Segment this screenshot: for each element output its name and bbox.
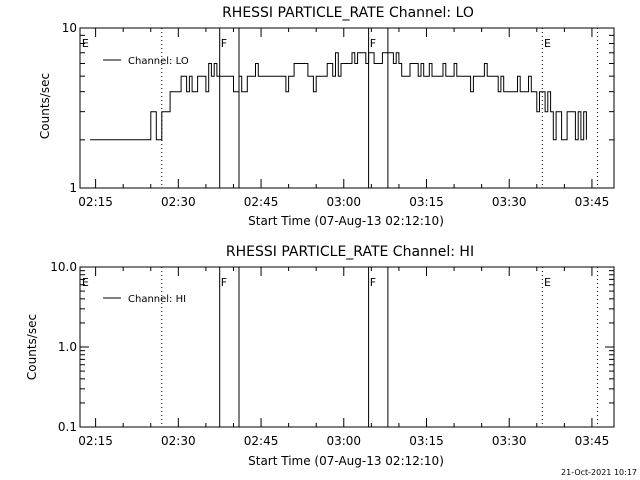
- x-tick-label: 02:15: [78, 195, 113, 209]
- x-tick-label: 03:45: [575, 434, 610, 448]
- event-marker-label: E: [544, 276, 551, 289]
- x-tick-label: 03:45: [575, 195, 610, 209]
- x-axis-label: Start Time (07-Aug-13 02:12:10): [248, 454, 444, 468]
- legend-entry: Channel: LO: [128, 56, 189, 67]
- chart-panel-hi: RHESSI PARTICLE_RATE Channel: HI Counts/…: [25, 244, 615, 468]
- event-marker-label: E: [544, 37, 551, 50]
- y-tick-label: 0.1: [58, 420, 77, 434]
- x-axis-label: Start Time (07-Aug-13 02:12:10): [248, 214, 444, 228]
- chart-title: RHESSI PARTICLE_RATE Channel: LO: [222, 5, 474, 21]
- y-tick-label: 10: [62, 21, 77, 35]
- event-marker-label: E: [82, 37, 89, 50]
- event-marker-label: F: [370, 37, 376, 50]
- x-tick-label: 02:45: [244, 195, 279, 209]
- x-tick-label: 02:45: [244, 434, 279, 448]
- legend-entry: Channel: HI: [128, 294, 186, 305]
- plot-frame: [79, 266, 615, 428]
- event-marker-label: F: [370, 276, 376, 289]
- event-marker-label: E: [82, 276, 89, 289]
- y-axis-label: Counts/sec: [38, 73, 52, 139]
- timestamp: 21-Oct-2021 10:17: [561, 468, 637, 477]
- x-tick-label: 02:30: [161, 434, 196, 448]
- x-tick-label: 03:30: [492, 434, 527, 448]
- plot-frame: [79, 27, 615, 189]
- legend: Channel: LO: [103, 56, 189, 67]
- y-tick-label: 1.0: [58, 340, 77, 354]
- x-tick-label: 03:15: [409, 434, 444, 448]
- y-tick-label: 10.0: [50, 260, 77, 274]
- x-tick-label: 02:30: [161, 195, 196, 209]
- x-tick-label: 03:15: [409, 195, 444, 209]
- y-tick-label: 1: [69, 181, 77, 195]
- event-marker-label: F: [221, 276, 227, 289]
- series-line: [90, 52, 587, 141]
- chart-panel-lo: RHESSI PARTICLE_RATE Channel: LO Counts/…: [38, 5, 615, 228]
- x-tick-label: 03:00: [326, 195, 361, 209]
- event-marker-label: F: [221, 37, 227, 50]
- x-tick-label: 03:30: [492, 195, 527, 209]
- chart-title: RHESSI PARTICLE_RATE Channel: HI: [226, 244, 474, 260]
- x-tick-label: 02:15: [78, 434, 113, 448]
- y-axis-label: Counts/sec: [25, 314, 39, 380]
- x-tick-label: 03:00: [326, 434, 361, 448]
- legend: Channel: HI: [103, 294, 186, 305]
